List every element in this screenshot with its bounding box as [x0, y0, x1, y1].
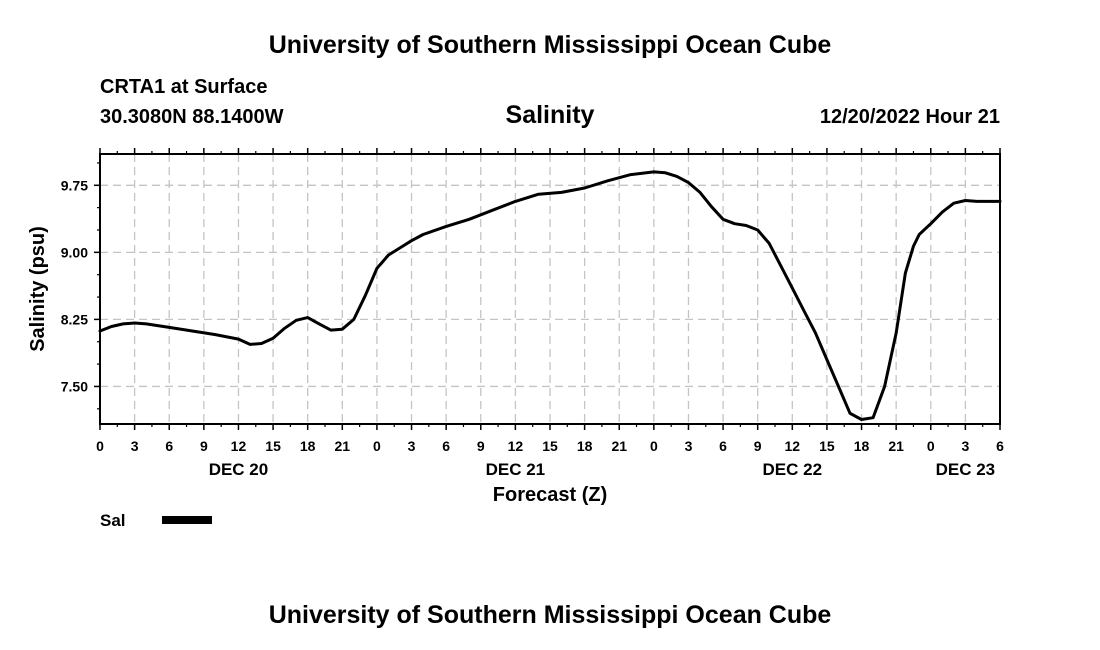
y-axis-label: Salinity (psu)	[27, 226, 49, 352]
x-tick-label: 12	[785, 438, 801, 454]
salinity-series-line	[98, 170, 1002, 421]
x-tick-label: 9	[754, 438, 762, 454]
x-tick-label: 6	[442, 438, 450, 454]
x-tick-label: 0	[927, 438, 935, 454]
run-time-label: 12/20/2022 Hour 21	[819, 106, 1000, 128]
x-tick-label: 3	[961, 438, 969, 454]
station-label: CRTA1 at Surface	[100, 76, 268, 98]
x-tick-label: 21	[335, 438, 351, 454]
chart-title-top: University of Southern Mississippi Ocean…	[268, 31, 832, 59]
legend-label: Sal	[100, 511, 126, 530]
x-tick-label: 18	[577, 438, 593, 454]
variable-title: Salinity	[505, 101, 595, 129]
x-tick-label: 18	[854, 438, 870, 454]
x-tick-label: 6	[165, 438, 173, 454]
x-tick-label: 15	[819, 438, 835, 454]
x-tick-label: 15	[265, 438, 281, 454]
x-tick-label: 18	[300, 438, 316, 454]
x-tick-label: 6	[996, 438, 1004, 454]
x-tick-label: 9	[477, 438, 485, 454]
x-tick-label: 3	[131, 438, 139, 454]
x-tick-label: 21	[611, 438, 627, 454]
x-tick-label: 12	[231, 438, 247, 454]
x-tick-label: 0	[373, 438, 381, 454]
date-label: DEC 20	[209, 460, 269, 479]
chart-title-bottom: University of Southern Mississippi Ocean…	[268, 601, 832, 629]
x-tick-label: 0	[96, 438, 104, 454]
x-axis-label: Forecast (Z)	[493, 484, 607, 506]
y-tick-label: 7.50	[61, 378, 88, 394]
date-label: DEC 22	[763, 460, 823, 479]
x-tick-label: 6	[719, 438, 727, 454]
date-label: DEC 23	[936, 460, 996, 479]
x-tick-label: 0	[650, 438, 658, 454]
x-tick-label: 9	[200, 438, 208, 454]
station-coordinates: 30.3080N 88.1400W	[100, 106, 284, 128]
x-tick-label: 15	[542, 438, 558, 454]
y-tick-label: 8.25	[61, 311, 88, 327]
x-tick-label: 12	[508, 438, 524, 454]
x-tick-label: 21	[888, 438, 904, 454]
date-label: DEC 21	[486, 460, 546, 479]
x-tick-label: 3	[408, 438, 416, 454]
y-tick-label: 9.00	[61, 244, 88, 260]
x-tick-label: 3	[685, 438, 693, 454]
y-tick-label: 9.75	[61, 177, 88, 193]
